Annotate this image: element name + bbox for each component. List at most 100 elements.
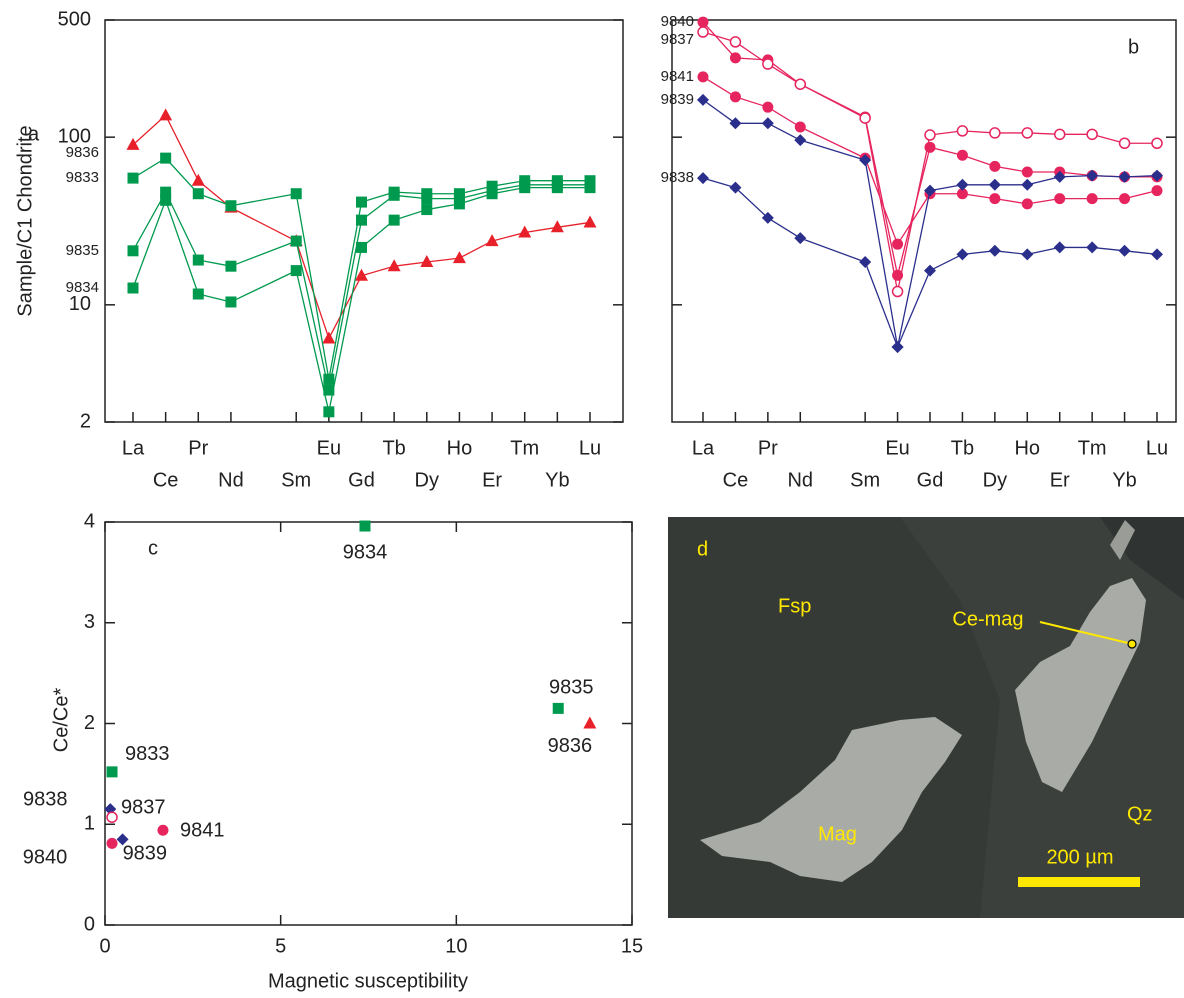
marker [957,126,967,136]
series-label: 9833 [66,169,99,186]
marker [584,215,597,227]
x-tick-label: 0 [99,935,110,957]
marker [730,52,741,63]
y-tick-label: 1 [84,813,95,835]
point-label: 9840 [23,847,68,869]
marker [1119,171,1131,183]
y-tick-label: 500 [58,8,91,30]
marker [893,287,903,297]
x-tick-label: 10 [445,935,467,957]
line-segment [768,218,800,238]
marker [193,255,204,266]
x-tick-label: Tm [1078,437,1107,459]
marker [356,242,367,253]
marker [729,117,741,129]
x-tick-label: Tb [382,437,405,459]
marker [585,182,596,193]
marker [860,113,870,123]
series-label: 9836 [66,144,99,161]
x-tick-label: Gd [348,469,375,491]
x-tick-label: Sm [281,469,311,491]
line-segment [800,238,865,262]
marker [697,94,709,106]
marker [989,193,1000,204]
x-tick-label: Gd [917,469,944,491]
marker [389,190,400,201]
marker [291,188,302,199]
marker [552,182,563,193]
marker [225,296,236,307]
page: d Fsp Ce-mag Mag Qz 200 µm a210100500Sam… [0,0,1184,998]
line-segment [865,158,897,244]
y-tick-label: 2 [80,410,91,432]
marker [160,153,171,164]
marker [193,289,204,300]
marker [225,261,236,272]
x-tick-label: Er [1050,469,1070,491]
marker [160,195,171,206]
marker [1021,248,1033,260]
marker [157,825,168,836]
x-tick-label: 5 [275,935,286,957]
marker [892,239,903,250]
x-tick-label: La [692,437,715,459]
x-tick-label: Pr [188,437,208,459]
y-axis-label: Ce/Ce* [50,688,72,753]
marker [794,134,806,146]
marker [989,161,1000,172]
line-segment [166,200,199,294]
y-axis-label: Sample/C1 Chondrite [14,125,36,316]
marker [762,117,774,129]
line-segment [231,208,296,241]
marker [1119,193,1130,204]
marker [128,173,139,184]
image-panel: d Fsp Ce-mag Mag Qz 200 µm [668,517,1184,918]
marker [291,265,302,276]
y-tick-label: 10 [69,293,91,315]
x-tick-label: Nd [218,469,244,491]
spot [1128,640,1136,648]
marker [421,193,432,204]
marker [1054,193,1065,204]
x-axis-label: Magnetic susceptibility [268,970,468,992]
marker [1086,170,1098,182]
panel-label: c [148,537,158,559]
marker [389,215,400,226]
line-segment [703,77,735,97]
x-tick-label: Lu [579,437,601,459]
marker [553,703,564,714]
point-label: 9836 [548,735,593,757]
point-label: 9835 [549,677,594,699]
marker [795,79,805,89]
x-tick-label: Tb [951,437,974,459]
marker [698,27,708,37]
x-tick-label: Ho [447,437,473,459]
marker [730,91,741,102]
x-tick-label: Ce [723,469,749,491]
panel-label: d [697,538,708,560]
point-label: 9838 [23,788,68,810]
marker [1151,248,1163,260]
line-segment [703,100,735,123]
marker [1087,129,1097,139]
marker [322,331,335,343]
series-label: 9839 [661,91,694,108]
marker [453,251,466,263]
y-tick-label: 2 [84,712,95,734]
series-label: 9834 [66,279,99,296]
marker [225,200,236,211]
marker [1119,245,1131,257]
figure: d Fsp Ce-mag Mag Qz 200 µm a210100500Sam… [0,0,1184,998]
line-segment [296,241,329,390]
y-tick-label: 3 [84,611,95,633]
line-segment [231,241,296,266]
marker [583,717,596,729]
point-label: 9834 [343,541,388,563]
marker [697,172,709,184]
x-tick-label: Tm [510,437,539,459]
line-segment [133,200,166,288]
point-label: 9833 [125,743,170,765]
marker [956,248,968,260]
marker [1086,241,1098,253]
marker [698,71,709,82]
